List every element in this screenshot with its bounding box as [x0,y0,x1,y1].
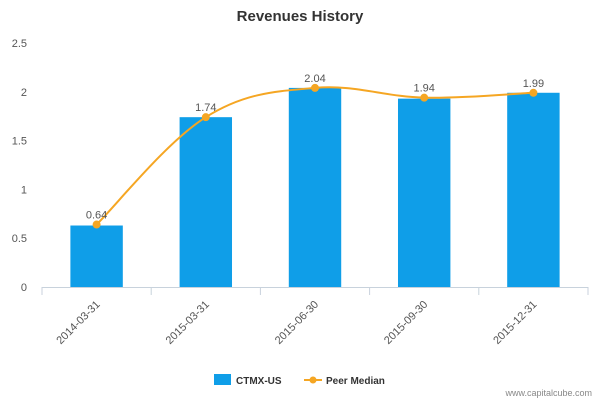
peer-median-point-2015-06-30 [311,83,319,92]
bar-2015-12-31 [507,92,560,287]
peer-median-point-2015-12-31 [529,88,538,97]
data-label: 0.64 [86,210,107,222]
line-series [92,83,538,229]
y-tick-label: 2.5 [12,38,27,50]
data-label: 2.04 [304,73,325,85]
bar-series [70,87,560,288]
x-tick-label: 2014-03-31 [54,299,102,347]
y-tick-label: 0.5 [12,233,27,245]
y-tick-label: 1.5 [12,136,27,148]
legend-label-bar: CTMX-US [236,376,282,387]
legend-swatch-marker [309,376,317,384]
peer-median-point-2014-03-31 [92,220,101,229]
data-label: 1.99 [523,78,544,90]
bar-2015-06-30 [288,87,342,287]
data-label: 1.94 [413,83,434,95]
bar-2015-09-30 [397,98,451,287]
bar-2015-03-31 [179,117,233,288]
x-tick-label: 2015-06-30 [273,299,321,347]
y-tick-label: 2 [21,87,27,99]
data-labels: 0.64 1.74 2.04 1.94 1.99 [86,73,544,222]
credit-text: www.capitalcube.com [504,388,592,398]
legend-swatch-bar [214,374,231,385]
peer-median-point-2015-09-30 [420,93,429,102]
data-label: 1.74 [195,102,216,114]
chart-title: Revenues History [237,8,364,25]
legend: CTMX-US Peer Median [214,374,385,387]
x-tick-label: 2015-12-31 [491,299,539,347]
y-tick-label: 0 [21,282,27,294]
y-tick-label: 1 [21,184,27,196]
x-axis: 2014-03-31 2015-03-31 2015-06-30 2015-09-30… [41,287,589,347]
peer-median-point-2015-03-31 [201,113,210,122]
x-tick-label: 2015-03-31 [164,299,212,347]
y-axis: 0 0.5 1 1.5 2 2.5 [12,38,27,294]
legend-label-line: Peer Median [326,376,385,387]
x-tick-label: 2015-09-30 [382,299,430,347]
bar-2014-03-31 [70,225,123,287]
